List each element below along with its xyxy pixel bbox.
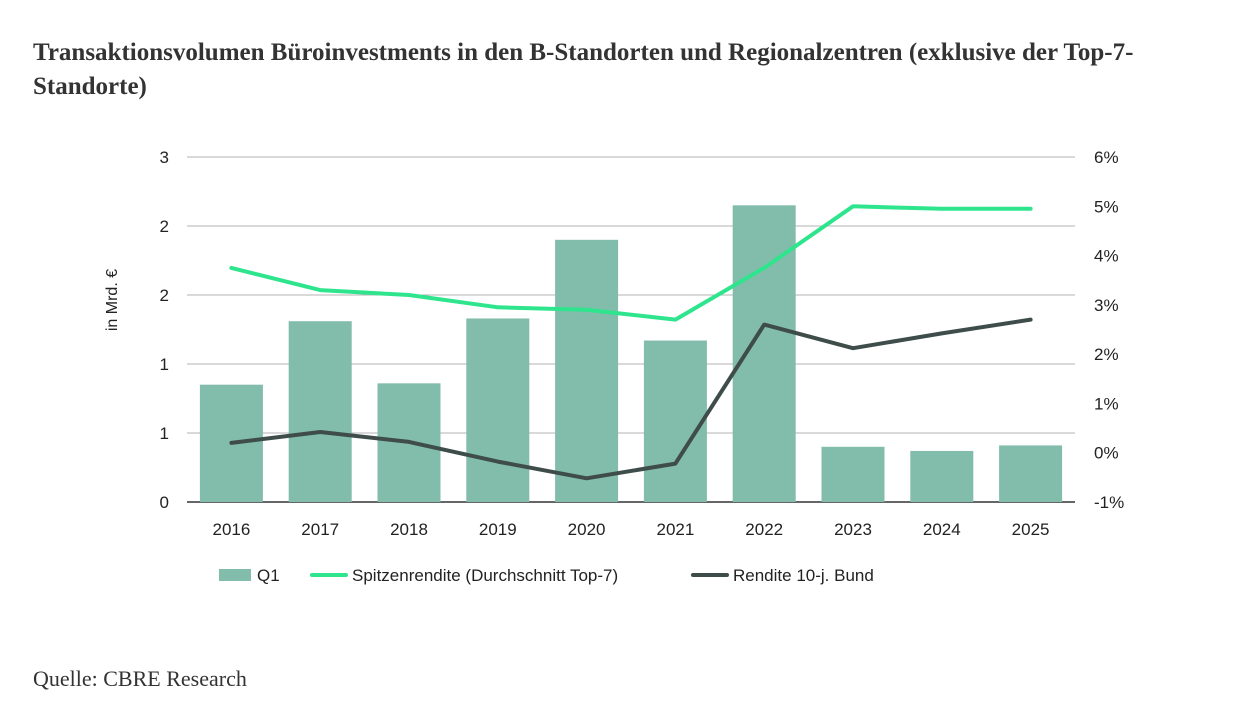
bar: [910, 450, 974, 502]
bar: [821, 446, 885, 502]
series-line: [229, 317, 1033, 481]
chart-title: Transaktionsvolumen Büroinvestments in d…: [33, 39, 1134, 100]
x-tick-label: 2018: [390, 520, 428, 539]
bar: [999, 445, 1063, 502]
x-tick-label: 2024: [923, 520, 961, 539]
legend-swatch: [219, 569, 251, 581]
bar: [643, 340, 707, 502]
series-line: [229, 204, 1033, 322]
bar: [288, 321, 352, 502]
legend-item: Spitzenrendite (Durchschnitt Top-7): [310, 566, 618, 585]
x-tick-label: 2021: [656, 520, 694, 539]
y-left-tick-label: 1: [160, 355, 169, 374]
x-tick-label: 2023: [834, 520, 872, 539]
x-tick-label: 2022: [745, 520, 783, 539]
y-left-tick-label: 1: [160, 424, 169, 443]
y-right-tick-label: -1%: [1094, 493, 1124, 512]
x-axis: 2016 2017 2018 2019 2020 2021 2022 2023 2024 2025: [212, 520, 1049, 539]
y-right-tick-label: 2%: [1094, 345, 1119, 364]
legend-label: Q1: [257, 566, 280, 585]
legend-item: Rendite 10-j. Bund: [691, 566, 874, 585]
y-right-tick-label: 6%: [1094, 148, 1119, 167]
y-right-tick-label: 4%: [1094, 247, 1119, 266]
legend-label: Spitzenrendite (Durchschnitt Top-7): [352, 566, 618, 585]
legend-item: Q1: [219, 566, 280, 585]
y-right-tick-label: 3%: [1094, 296, 1119, 315]
legend-label: Rendite 10-j. Bund: [733, 566, 874, 585]
x-tick-label: 2020: [568, 520, 606, 539]
y-left-tick-label: 2: [160, 286, 169, 305]
y-right-tick-label: 1%: [1094, 394, 1119, 413]
x-tick-label: 2025: [1012, 520, 1050, 539]
left-axis: 0 1 1 2 2 3: [160, 148, 169, 512]
x-tick-label: 2019: [479, 520, 517, 539]
y-right-tick-label: 5%: [1094, 197, 1119, 216]
y-axis-label: in Mrd. €: [104, 269, 121, 331]
legend: Q1 Spitzenrendite (Durchschnitt Top-7) Ren…: [219, 566, 874, 585]
bar: [466, 318, 530, 502]
source-note: Quelle: CBRE Research: [33, 666, 247, 691]
right-axis: -1% 0% 1% 2% 3% 4% 5% 6%: [1094, 148, 1124, 512]
y-left-tick-label: 3: [160, 148, 169, 167]
y-right-tick-label: 0%: [1094, 444, 1119, 463]
bar: [732, 205, 796, 503]
y-left-tick-label: 0: [160, 493, 169, 512]
bar: [555, 239, 619, 503]
line-series: [229, 204, 1033, 481]
bar-series: [199, 205, 1063, 503]
x-tick-label: 2016: [212, 520, 250, 539]
y-left-tick-label: 2: [160, 217, 169, 236]
x-tick-label: 2017: [301, 520, 339, 539]
